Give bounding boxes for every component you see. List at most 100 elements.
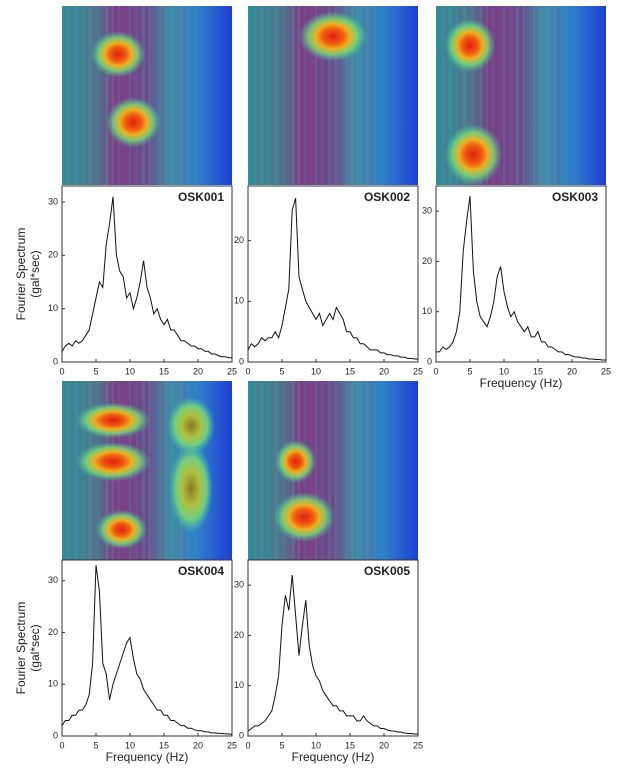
heatmap-blob — [444, 124, 503, 185]
heatmap-stripe — [147, 6, 150, 185]
heatmap-stripe — [551, 6, 555, 185]
heatmap-stripe — [449, 6, 452, 185]
heatmap-blob — [75, 402, 151, 439]
spectrum-line — [61, 196, 232, 359]
y-tick-label: 0 — [239, 730, 244, 740]
x-tick-label: 25 — [601, 366, 611, 376]
heatmap-stripe — [129, 6, 132, 185]
heatmap-stripe — [309, 6, 313, 185]
x-tick-label: 20 — [567, 366, 577, 376]
x-axis-label: Frequency (Hz) — [106, 750, 189, 764]
heatmap-blob — [299, 11, 367, 62]
heatmap-stripe — [558, 6, 561, 185]
heatmap-stripe — [358, 6, 360, 185]
y-tick-label: 10 — [234, 296, 244, 306]
heatmap-stripe — [436, 6, 437, 185]
spectrum-line — [247, 575, 418, 735]
heatmap-stripe — [172, 6, 174, 185]
heatmap-stripe — [135, 6, 137, 185]
heatmap-stripe — [69, 6, 73, 185]
heatmap-stripe — [291, 6, 295, 185]
x-tick-label: 10 — [125, 366, 135, 376]
heatmap-stripe — [334, 381, 337, 560]
heatmap-stripe — [111, 6, 114, 185]
x-tick-label: 25 — [227, 366, 237, 376]
y-tick-label: 30 — [422, 206, 432, 216]
heatmap-stripe — [154, 6, 156, 185]
heatmap-stripe — [165, 381, 168, 560]
y-axis-label: (gal*sec) — [28, 624, 42, 671]
heatmap-stripe — [110, 6, 113, 185]
heatmap-stripe — [539, 6, 542, 185]
station-label: OSK005 — [364, 564, 410, 578]
y-tick-label: 20 — [48, 627, 58, 637]
heatmap-stripe — [184, 6, 187, 185]
x-tick-label: 0 — [59, 366, 64, 376]
heatmap-stripe — [358, 381, 360, 560]
heatmap-stripe — [249, 381, 251, 560]
heatmap-stripe — [541, 6, 544, 185]
station-label: OSK001 — [178, 190, 224, 204]
heatmap-stripe — [552, 6, 556, 185]
x-tick-label: 0 — [245, 366, 250, 376]
station-label: OSK003 — [552, 190, 598, 204]
heatmap-stripe — [159, 381, 163, 560]
heatmap-stripe — [93, 6, 96, 185]
heatmap-stripe — [345, 381, 349, 560]
heatmap-stripe — [546, 6, 548, 185]
plot-frame — [61, 559, 233, 737]
heatmap-stripe — [178, 6, 182, 185]
y-tick-label: 10 — [48, 679, 58, 689]
x-tick-label: 25 — [227, 740, 237, 750]
heatmap-stripe — [304, 6, 306, 185]
x-tick-label: 15 — [159, 366, 169, 376]
x-tick-label: 15 — [533, 366, 543, 376]
heatmap-bg — [62, 6, 232, 185]
heatmap-stripe — [346, 381, 350, 560]
heatmap-stripe — [272, 381, 276, 560]
spectrum-line — [61, 565, 233, 735]
heatmap-stripe — [334, 6, 337, 185]
heatmap-blob — [444, 18, 496, 73]
heatmap-stripe — [249, 6, 251, 185]
heatmap-stripe — [333, 6, 336, 185]
heatmap-stripe — [297, 6, 300, 185]
heatmap-stripe — [353, 6, 356, 185]
y-axis-label: Fourier Spectrum — [14, 602, 28, 695]
station-label: OSK002 — [364, 190, 410, 204]
heatmap-stripe — [485, 6, 488, 185]
heatmap-blob — [90, 31, 146, 78]
heatmap-stripe — [274, 381, 278, 560]
heatmap-stripe — [497, 6, 501, 185]
heatmap-blob — [169, 443, 214, 534]
heatmap-stripe — [522, 6, 525, 185]
heatmap-stripe — [363, 6, 367, 185]
station-label: OSK004 — [178, 564, 224, 578]
heatmap-blob — [106, 97, 161, 148]
x-tick-label: 5 — [279, 366, 284, 376]
x-tick-label: 10 — [499, 366, 509, 376]
heatmap-stripe — [509, 6, 511, 185]
heatmap-stripe — [62, 381, 63, 560]
heatmap-stripe — [148, 381, 151, 560]
heatmap-stripe — [105, 6, 109, 185]
heatmap-stripe — [316, 6, 319, 185]
heatmap-stripe — [284, 6, 286, 185]
x-tick-label: 20 — [193, 366, 203, 376]
y-tick-label: 30 — [48, 196, 58, 206]
heatmap-stripe — [274, 6, 278, 185]
heatmap — [62, 6, 232, 185]
heatmap-stripe — [460, 6, 464, 185]
heatmap-stripe — [364, 381, 368, 560]
heatmap-stripe — [316, 381, 319, 560]
heatmap-stripe — [160, 381, 164, 560]
y-tick-label: 20 — [234, 630, 244, 640]
plot-frame — [247, 559, 419, 737]
heatmap-stripe — [248, 381, 249, 560]
heatmap-stripe — [462, 6, 466, 185]
heatmap-stripe — [454, 6, 456, 185]
heatmap-stripe — [62, 6, 63, 185]
heatmap-stripe — [148, 6, 151, 185]
x-tick-label: 15 — [159, 740, 169, 750]
x-tick-label: 15 — [345, 740, 355, 750]
